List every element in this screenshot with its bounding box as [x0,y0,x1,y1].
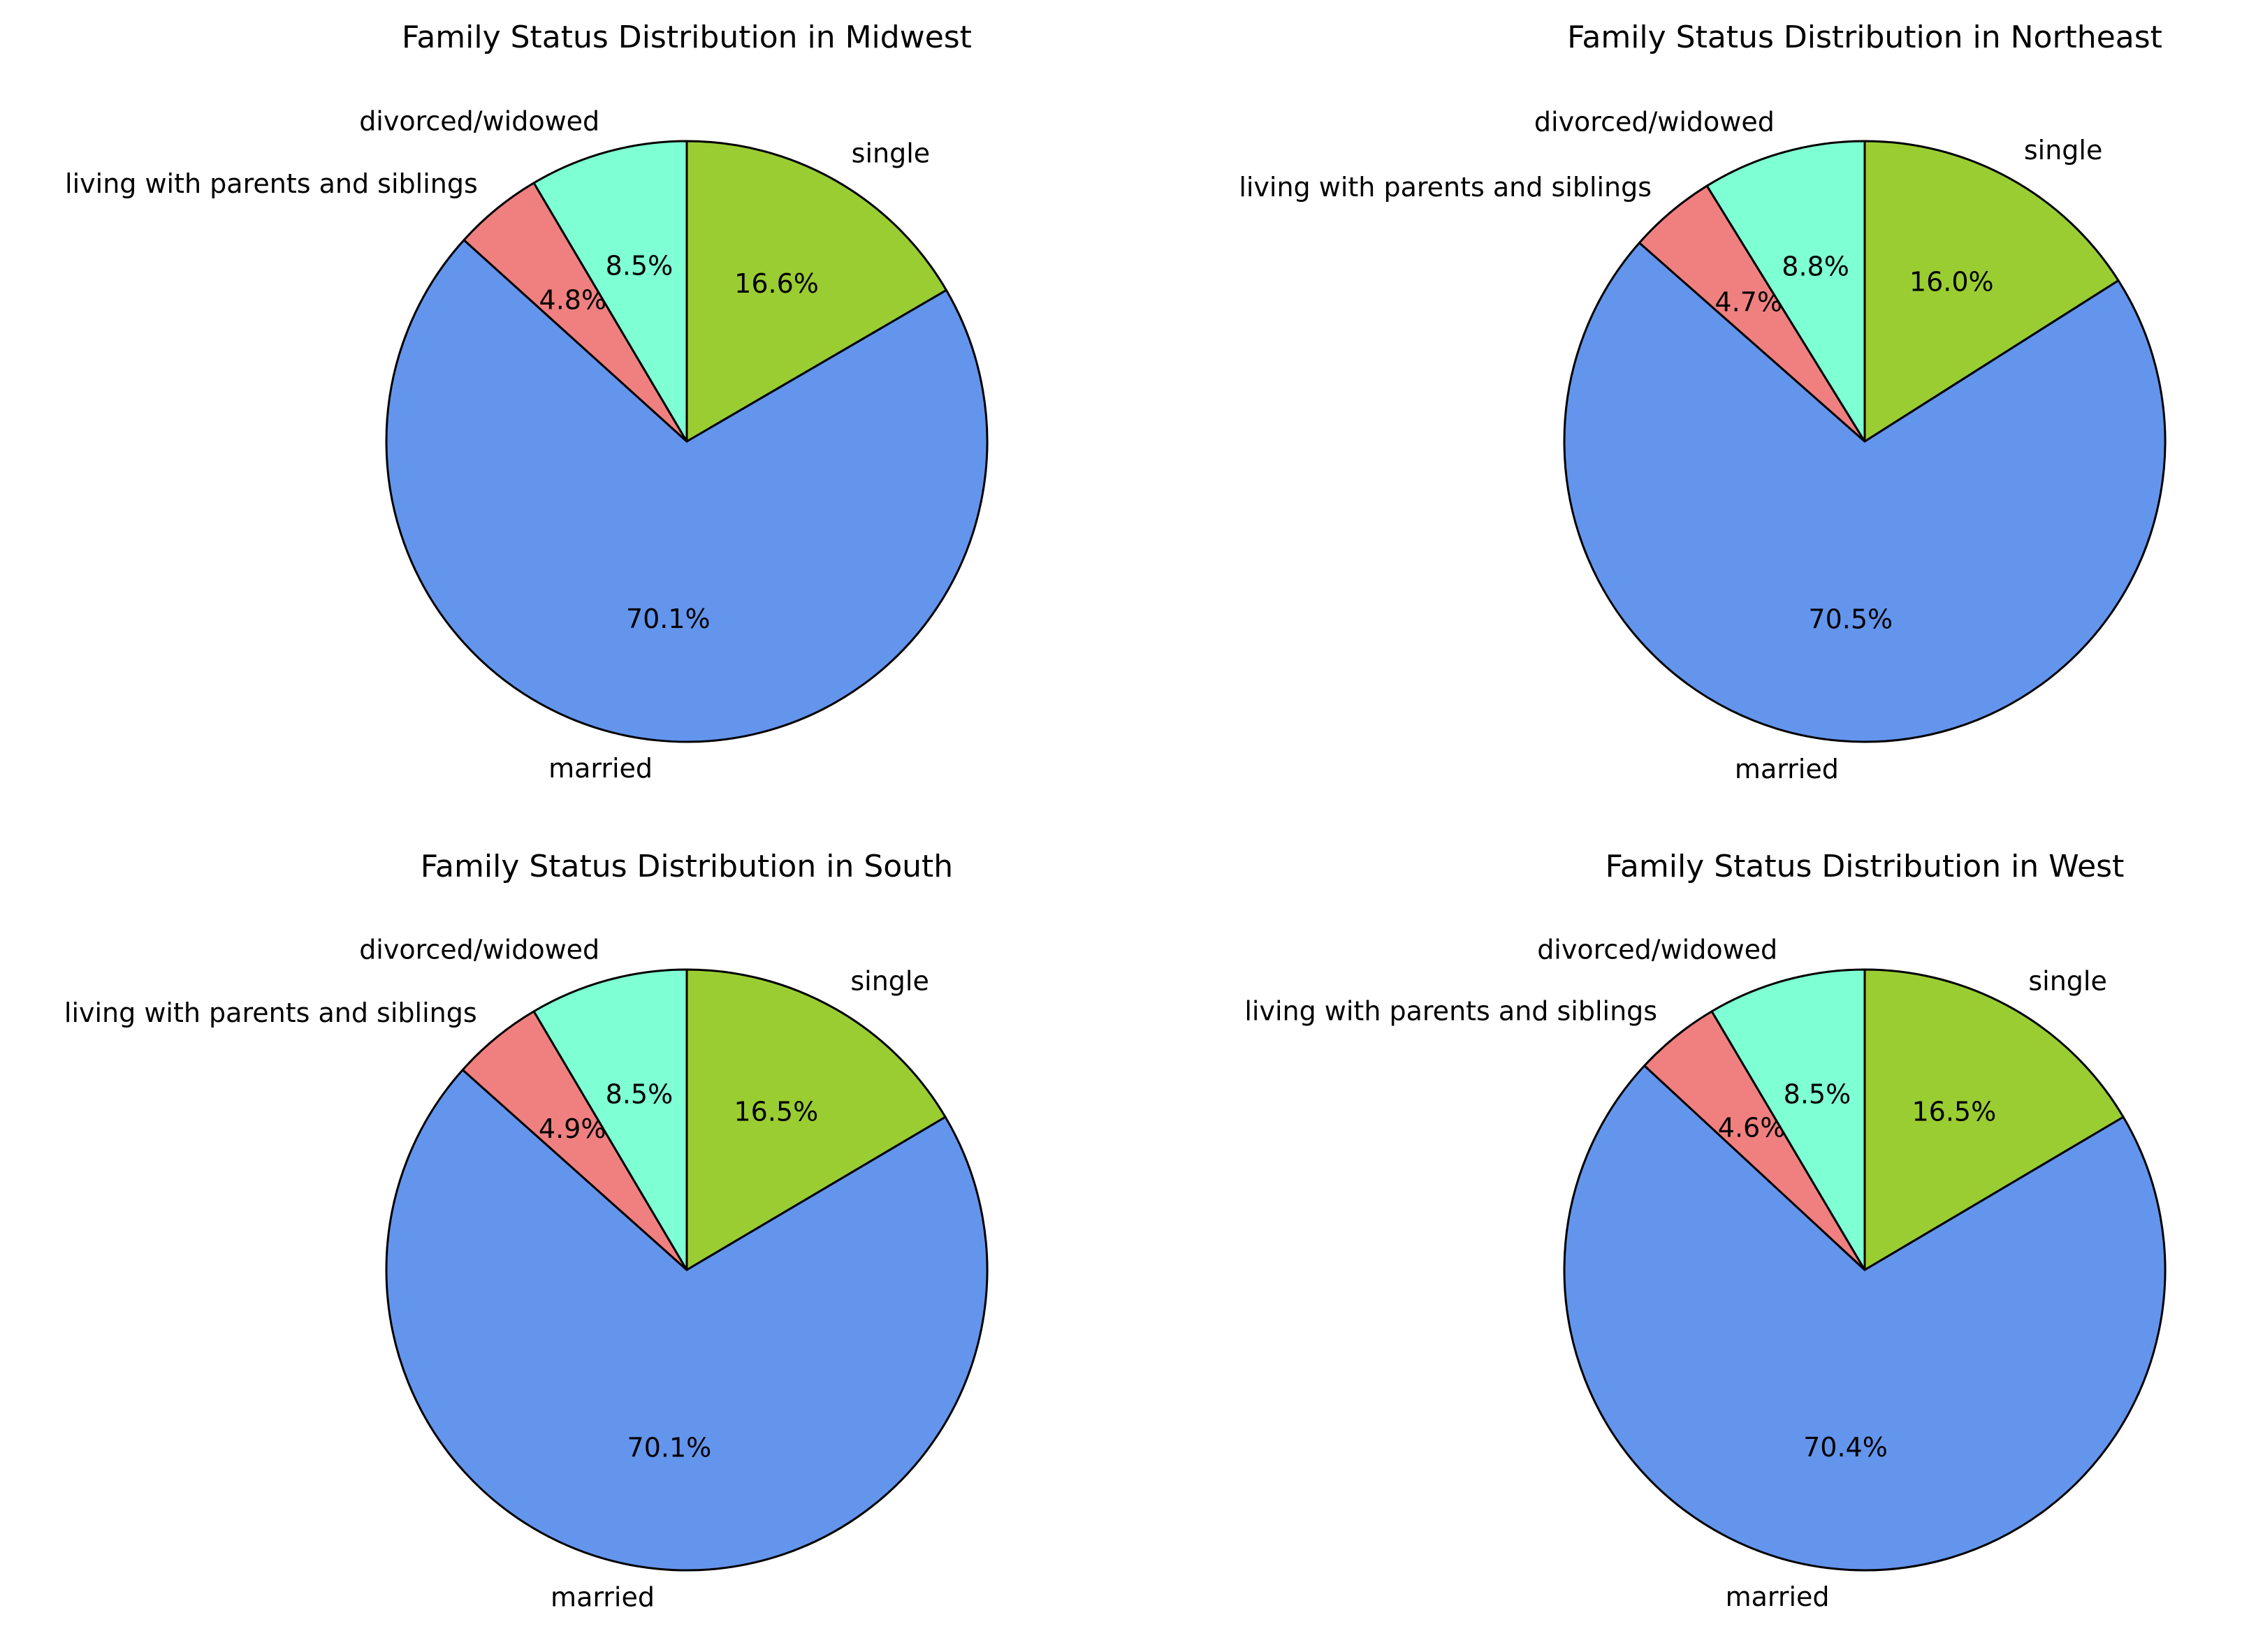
pie-slice-married [385,239,989,743]
slice-percent-divorced-widowed: 8.5% [606,251,674,282]
pie-slice-single [1863,968,2125,1271]
slice-label-living-with-parents: living with parents and siblings [64,997,477,1028]
chart-title: Family Status Distribution in Northeast [1567,20,2162,55]
slice-label-single: single [850,966,929,997]
pie-slice-divorced-widowed [532,140,688,443]
pie-panel-0: Family Status Distribution in Midwest sin… [65,20,989,784]
chart-title: Family Status Distribution in South [421,849,953,884]
slice-label-living-with-parents: living with parents and siblings [1244,995,1657,1026]
slice-label-divorced-widowed: divorced/widowed [1534,106,1775,137]
pie-panel-2: Family Status Distribution in South singl… [64,849,989,1612]
slice-label-single: single [852,138,931,168]
pie-slice-married [1563,1065,2167,1572]
pie-slice-divorced-widowed [1710,968,1866,1271]
slice-percent-living-with-parents: 4.9% [539,1113,606,1144]
slice-percent-living-with-parents: 4.7% [1715,286,1782,317]
pie-slice-divorced-widowed [1705,140,1866,443]
slice-label-married: married [1726,1581,1830,1612]
slice-percent-married: 70.1% [627,1432,712,1463]
pie-slice-divorced-widowed [532,968,688,1271]
chart-title: Family Status Distribution in Midwest [402,20,972,55]
slice-percent-single: 16.0% [1909,266,1994,297]
slice-percent-divorced-widowed: 8.5% [1784,1079,1851,1110]
slice-percent-married: 70.5% [1808,604,1893,635]
slice-percent-married: 70.4% [1803,1432,1888,1463]
pie-slice-married [385,1069,989,1572]
slice-label-married: married [1735,754,1839,784]
slice-percent-married: 70.1% [626,604,711,634]
slice-percent-divorced-widowed: 8.5% [606,1079,674,1110]
slice-label-divorced-widowed: divorced/widowed [359,105,599,136]
slice-percent-divorced-widowed: 8.8% [1782,251,1849,282]
pie-slice-married [1563,242,2167,743]
pie-slice-single [685,968,947,1271]
slice-label-living-with-parents: living with parents and siblings [65,168,478,199]
pie-panel-1: Family Status Distribution in Northeast s… [1239,20,2167,784]
slice-label-single: single [2024,135,2103,166]
slice-percent-single: 16.5% [734,1096,818,1127]
slice-percent-single: 16.5% [1912,1096,1996,1127]
slice-label-married: married [548,753,653,784]
slice-percent-single: 16.6% [734,268,819,299]
slice-label-divorced-widowed: divorced/widowed [359,934,599,965]
pie-slice-single [1863,140,2120,443]
pie-panel-3: Family Status Distribution in West single… [1244,849,2167,1612]
slice-label-married: married [551,1581,655,1612]
slice-percent-living-with-parents: 4.8% [539,285,607,316]
slice-label-divorced-widowed: divorced/widowed [1537,934,1777,965]
chart-title: Family Status Distribution in West [1606,849,2125,884]
pie-slice-single [685,140,947,443]
slice-label-single: single [2028,966,2107,997]
slice-label-living-with-parents: living with parents and siblings [1239,172,1652,203]
